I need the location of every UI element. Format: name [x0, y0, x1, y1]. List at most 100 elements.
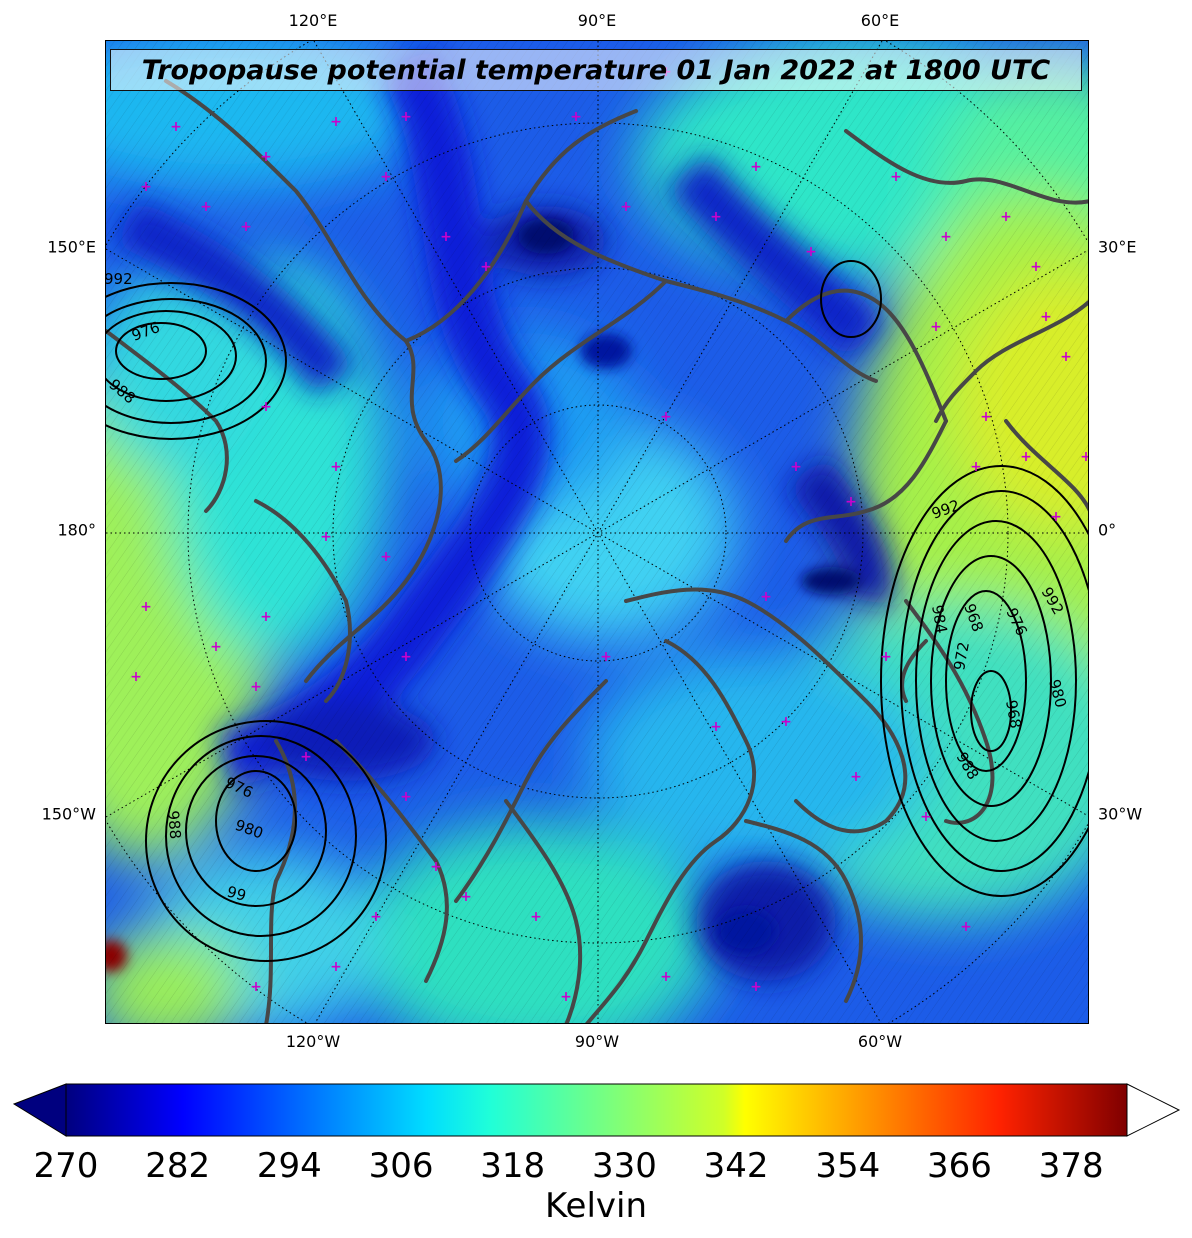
- lon-label-top-60e: 60°E: [860, 11, 900, 30]
- low-marker-plus: +: [980, 409, 992, 425]
- low-marker-plus: +: [320, 529, 332, 545]
- low-marker-plus: +: [260, 149, 272, 165]
- lon-label-right-0: 0°: [1098, 520, 1117, 540]
- colorbar-tick-label: 270: [33, 1146, 99, 1186]
- low-marker-plus: +: [570, 109, 582, 125]
- lon-label-top-120e: 120°E: [288, 11, 338, 30]
- low-marker-plus: +: [530, 909, 542, 925]
- meridian-lines: [106, 41, 1088, 1023]
- low-marker-plus: +: [1020, 449, 1032, 465]
- low-marker-plus: +: [480, 259, 492, 275]
- low-marker-plus: +: [790, 459, 802, 475]
- low-marker-plus: +: [1050, 509, 1062, 525]
- low-marker-plus: +: [880, 649, 892, 665]
- map-svg: 992 976 988 992 984 968 976 992 972 968 …: [106, 41, 1089, 1023]
- isentrope-texture: [106, 41, 1088, 1023]
- low-marker-plus: +: [940, 229, 952, 245]
- low-marker-plus: +: [210, 639, 222, 655]
- low-marker-plus: +: [460, 889, 472, 905]
- colorbar-tick-label: 330: [591, 1146, 657, 1186]
- low-marker-plus: +: [330, 959, 342, 975]
- low-marker-plus: +: [805, 244, 817, 260]
- pressure-label: 972: [950, 640, 973, 671]
- low-marker-plus: +: [845, 494, 857, 510]
- low-marker-plus: +: [1040, 309, 1052, 325]
- colorbar-tick-label: 318: [480, 1146, 546, 1186]
- low-marker-plus: +: [750, 159, 762, 175]
- colorbar-tick-label: 378: [1038, 1146, 1104, 1186]
- low-marker-plus: +: [920, 809, 932, 825]
- pressure-label: 99: [225, 882, 248, 904]
- low-marker-plus: +: [250, 979, 262, 995]
- lon-label-bottom-60w: 60°W: [857, 1032, 903, 1051]
- low-marker-plus: +: [930, 319, 942, 335]
- pressure-label: 992: [106, 270, 133, 288]
- low-marker-plus: +: [660, 969, 672, 985]
- low-marker-plus: +: [260, 609, 272, 625]
- low-marker-plus: +: [140, 599, 152, 615]
- lon-label-bottom-90w: 90°W: [574, 1032, 620, 1051]
- colorbar-tick-label: 342: [703, 1146, 769, 1186]
- low-marker-plus: +: [250, 679, 262, 695]
- low-center-markers: + + + + + + + + + + + + + + + + + + + + + + + + + + + + + + + + + + + + + + + +…: [130, 64, 1089, 1005]
- low-marker-plus: +: [1030, 259, 1042, 275]
- colorbar-tick-label: 366: [927, 1146, 992, 1186]
- low-marker-plus: +: [1080, 449, 1089, 465]
- low-marker-plus: +: [750, 979, 762, 995]
- low-marker-plus: +: [260, 399, 272, 415]
- lon-label-top-90e: 90°E: [577, 11, 617, 30]
- pressure-label: 968: [1002, 699, 1025, 730]
- low-marker-plus: +: [760, 589, 772, 605]
- colorbar-tick-label: 354: [815, 1146, 881, 1186]
- low-marker-plus: +: [440, 229, 452, 245]
- low-marker-plus: +: [400, 649, 412, 665]
- low-marker-plus: +: [330, 114, 342, 130]
- low-marker-plus: +: [710, 719, 722, 735]
- low-marker-plus: +: [1000, 209, 1012, 225]
- low-marker-plus: +: [600, 649, 612, 665]
- low-marker-plus: +: [560, 989, 572, 1005]
- low-marker-plus: +: [660, 409, 672, 425]
- pressure-contours: [106, 260, 1088, 962]
- map-panel: 992 976 988 992 984 968 976 992 972 968 …: [105, 40, 1089, 1024]
- map-title: Tropopause potential temperature 01 Jan …: [110, 49, 1082, 91]
- lon-label-bottom-120w: 120°W: [285, 1032, 341, 1051]
- low-marker-plus: +: [380, 549, 392, 565]
- low-marker-plus: +: [300, 749, 312, 765]
- low-marker-plus: +: [370, 909, 382, 925]
- lon-label-left-150e: 150°E: [47, 237, 96, 257]
- low-marker-plus: +: [400, 109, 412, 125]
- low-marker-plus: +: [170, 119, 182, 135]
- low-marker-plus: +: [380, 169, 392, 185]
- coastlines: [106, 79, 1088, 1023]
- low-marker-plus: +: [850, 769, 862, 785]
- low-marker-plus: +: [430, 859, 442, 875]
- lon-label-left-150w: 150°W: [41, 804, 96, 824]
- colorbar-gradient: [65, 1083, 1128, 1137]
- low-marker-plus: +: [710, 209, 722, 225]
- colorbar-extend-low: [12, 1083, 67, 1137]
- low-marker-plus: +: [890, 169, 902, 185]
- lon-label-right-30e: 30°E: [1098, 237, 1137, 257]
- low-marker-plus: +: [330, 459, 342, 475]
- colorbar-tick-label: 306: [368, 1146, 434, 1186]
- low-marker-plus: +: [200, 199, 212, 215]
- low-marker-plus: +: [140, 179, 152, 195]
- low-marker-plus: +: [780, 714, 792, 730]
- colorbar: [12, 1083, 1181, 1137]
- low-marker-plus: +: [240, 219, 252, 235]
- low-marker-plus: +: [1060, 349, 1072, 365]
- low-marker-plus: +: [970, 459, 982, 475]
- colorbar-tick-label: 282: [145, 1146, 211, 1186]
- low-marker-plus: +: [400, 789, 412, 805]
- low-marker-plus: +: [130, 669, 142, 685]
- pressure-label: 984: [928, 604, 951, 635]
- low-marker-plus: +: [960, 919, 972, 935]
- low-marker-plus: +: [620, 199, 632, 215]
- lon-label-right-30w: 30°W: [1098, 804, 1143, 824]
- lon-label-left-180: 180°: [57, 520, 96, 540]
- colorbar-label: Kelvin: [544, 1186, 648, 1226]
- colorbar-extend-high: [1126, 1083, 1181, 1137]
- colorbar-tick-label: 294: [256, 1146, 322, 1186]
- pressure-label: 988: [164, 810, 184, 840]
